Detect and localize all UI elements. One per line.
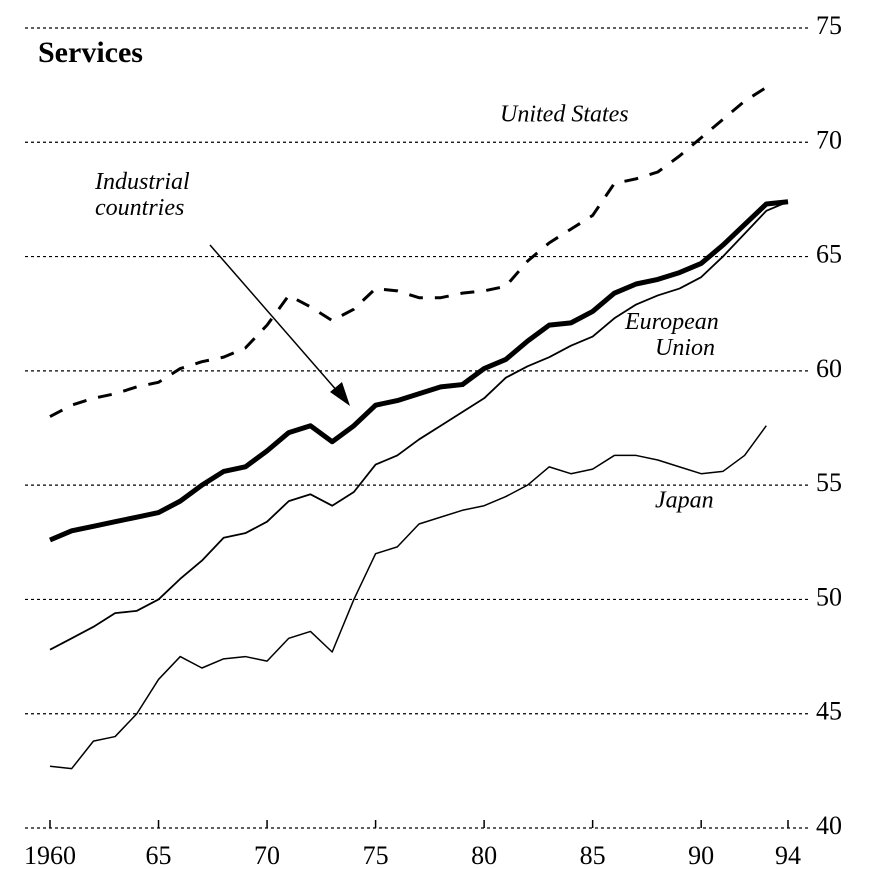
series-label: Japan: [655, 488, 714, 514]
chart-title: Services: [38, 36, 143, 69]
x-tick-label: 1960: [24, 841, 76, 869]
x-tick-label: 75: [363, 841, 389, 869]
x-tick-label: 90: [688, 841, 714, 869]
series-line: [49, 86, 768, 418]
x-tick-label: 94: [775, 841, 801, 869]
series-line: [49, 200, 789, 651]
x-tick-label: 70: [254, 841, 280, 869]
y-tick-label: 40: [816, 811, 842, 840]
series-label: Industrial countries: [94, 169, 190, 221]
arrow-head: [330, 382, 350, 406]
series-line: [49, 425, 767, 770]
x-tick-label: 65: [146, 841, 172, 869]
y-tick-label: 45: [816, 697, 842, 726]
x-tick-label: 85: [580, 841, 606, 869]
series-line: [49, 199, 789, 543]
y-tick-label: 65: [816, 240, 842, 269]
y-tick-label: 60: [816, 354, 842, 383]
y-tick-label: 55: [816, 468, 842, 497]
y-tick-label: 50: [816, 582, 842, 611]
annotation-arrow: [209, 244, 346, 401]
series-label: European Union: [624, 309, 719, 361]
y-tick-label: 75: [816, 11, 842, 40]
series-label: United States: [500, 102, 629, 128]
x-tick-label: 80: [471, 841, 497, 869]
y-tick-label: 70: [816, 125, 842, 154]
